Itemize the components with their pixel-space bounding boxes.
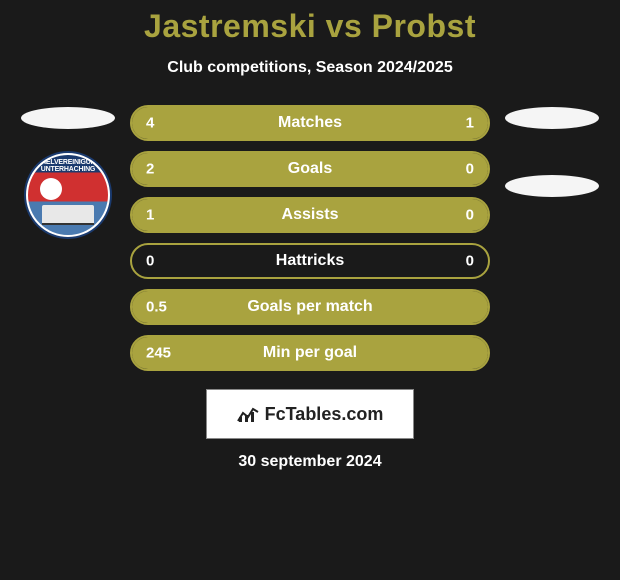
bar-label: Goals per match <box>247 298 372 316</box>
bar-fill-left <box>132 107 417 139</box>
bar-label: Matches <box>278 114 342 132</box>
bar-value-right: 0 <box>466 253 474 270</box>
bar-value-right: 1 <box>466 115 474 132</box>
stat-bar: Hattricks 0 0 <box>130 243 490 279</box>
date-label: 30 september 2024 <box>238 453 381 471</box>
left-player-col: SPIELVEREINIGUNG UNTERHACHING <box>18 107 118 239</box>
club-badge-ball-icon <box>40 178 62 200</box>
stat-bar: Matches 4 1 <box>130 105 490 141</box>
stat-bar: Goals per match 0.5 <box>130 289 490 325</box>
bar-value-right: 0 <box>466 207 474 224</box>
page-title: Jastremski vs Probst <box>144 8 476 45</box>
comparison-area: SPIELVEREINIGUNG UNTERHACHING Matches 4 1 G… <box>0 105 620 371</box>
bar-value-right: 0 <box>466 161 474 178</box>
bar-fill-right <box>417 107 488 139</box>
brand-label: FcTables.com <box>265 404 384 425</box>
left-club-badge: SPIELVEREINIGUNG UNTERHACHING <box>24 151 112 239</box>
bar-value-left: 0.5 <box>146 299 167 316</box>
right-player-col <box>502 107 602 197</box>
left-player-oval <box>21 107 115 129</box>
stats-bars: Matches41Goals20Assists10Hattricks00Goal… <box>130 105 490 371</box>
bar-value-left: 4 <box>146 115 154 132</box>
brand-box: FcTables.com <box>206 389 414 439</box>
club-badge-text: SPIELVEREINIGUNG UNTERHACHING <box>28 159 108 173</box>
bar-value-left: 0 <box>146 253 154 270</box>
club-badge-train-icon <box>42 205 94 225</box>
right-player-oval-1 <box>505 107 599 129</box>
right-player-oval-2 <box>505 175 599 197</box>
stat-bar: Min per goal 245 <box>130 335 490 371</box>
stat-bar: Assists 1 0 <box>130 197 490 233</box>
bar-label: Goals <box>288 160 332 178</box>
bar-label: Min per goal <box>263 344 357 362</box>
bar-value-left: 1 <box>146 207 154 224</box>
subtitle: Club competitions, Season 2024/2025 <box>167 59 452 77</box>
bar-label: Assists <box>282 206 339 224</box>
bar-value-left: 245 <box>146 345 171 362</box>
stat-bar: Goals 2 0 <box>130 151 490 187</box>
club-badge-graphic: SPIELVEREINIGUNG UNTERHACHING <box>28 155 108 235</box>
bar-label: Hattricks <box>276 252 344 270</box>
bar-value-left: 2 <box>146 161 154 178</box>
infographic-container: Jastremski vs Probst Club competitions, … <box>0 0 620 580</box>
brand-chart-icon <box>237 405 259 423</box>
